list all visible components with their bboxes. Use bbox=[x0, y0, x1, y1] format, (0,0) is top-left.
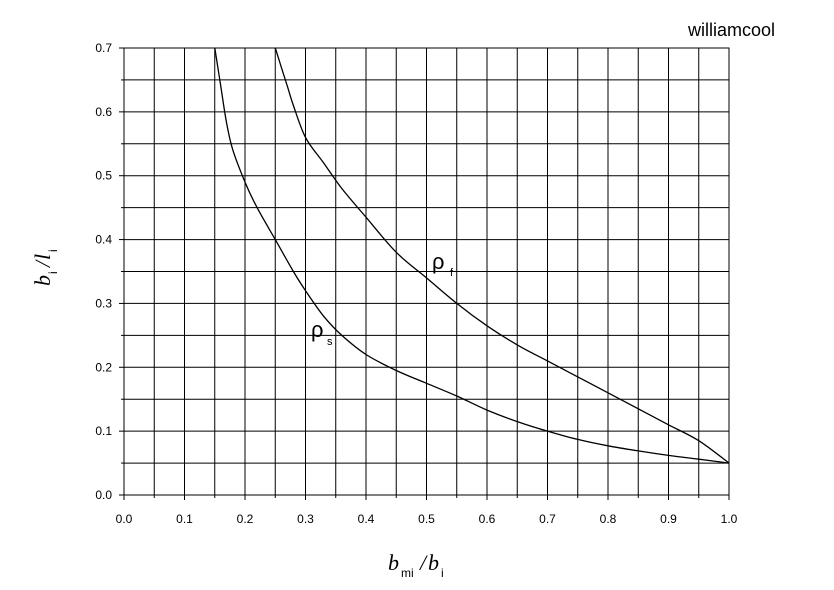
y-tick-label: 0.6 bbox=[95, 105, 112, 119]
x-tick-label: 0.7 bbox=[539, 512, 556, 526]
y-axis-label: b i / l i bbox=[30, 249, 60, 286]
watermark-text: williamcool bbox=[687, 20, 775, 40]
x-tick-label: 0.9 bbox=[660, 512, 677, 526]
grid bbox=[124, 48, 729, 495]
y-tick-label: 0.5 bbox=[95, 169, 112, 183]
x-axis-label-b1: b bbox=[388, 550, 399, 575]
x-axis-label-sub2: i bbox=[441, 566, 444, 580]
x-axis-label-sep: / bbox=[418, 550, 428, 575]
y-axis-label-l: l bbox=[30, 254, 55, 260]
x-tick-label: 0.8 bbox=[600, 512, 617, 526]
y-axis-label-sub2: i bbox=[46, 249, 60, 252]
y-axis-label-b: b bbox=[30, 275, 55, 286]
x-tick-label: 1.0 bbox=[721, 512, 738, 526]
x-axis-label-b2: b bbox=[428, 550, 439, 575]
series-label-rho-s: ρ s bbox=[311, 317, 333, 348]
series-label-rho-f: ρ f bbox=[432, 249, 454, 279]
series-lines bbox=[214, 47, 730, 464]
x-tick-label: 0.4 bbox=[358, 512, 375, 526]
y-tick-label: 0.2 bbox=[95, 360, 112, 374]
y-tick-label: 0.7 bbox=[95, 41, 112, 55]
series-label-rho-s-main: ρ bbox=[311, 317, 324, 342]
x-axis-label-sub1: mi bbox=[401, 566, 414, 580]
x-tick-label: 0.2 bbox=[237, 512, 254, 526]
y-axis-label-sub1: i bbox=[46, 271, 60, 274]
x-tick-label: 0.0 bbox=[116, 512, 133, 526]
series-label-rho-f-sub: f bbox=[450, 267, 454, 279]
series-line-rho-s bbox=[214, 47, 730, 464]
tick-labels: 0.0 0.1 0.2 0.3 0.4 0.5 0.6 0.7 0.8 0.9 1.0 0.0 0.1 0… bbox=[95, 41, 737, 526]
y-tick-label: 0.1 bbox=[95, 424, 112, 438]
x-axis-label: b mi / b i bbox=[388, 550, 444, 580]
x-tick-label: 0.5 bbox=[418, 512, 435, 526]
x-tick-label: 0.1 bbox=[176, 512, 193, 526]
y-axis-label-sep: / bbox=[30, 259, 55, 269]
x-tick-label: 0.6 bbox=[479, 512, 496, 526]
series-label-rho-s-sub: s bbox=[327, 336, 333, 348]
y-tick-label: 0.3 bbox=[95, 296, 112, 310]
x-tick-label: 0.3 bbox=[297, 512, 314, 526]
series-label-rho-f-main: ρ bbox=[432, 249, 445, 274]
series-line-rho-f bbox=[274, 47, 730, 464]
y-tick-label: 0.0 bbox=[95, 488, 112, 502]
y-tick-label: 0.4 bbox=[95, 233, 112, 247]
